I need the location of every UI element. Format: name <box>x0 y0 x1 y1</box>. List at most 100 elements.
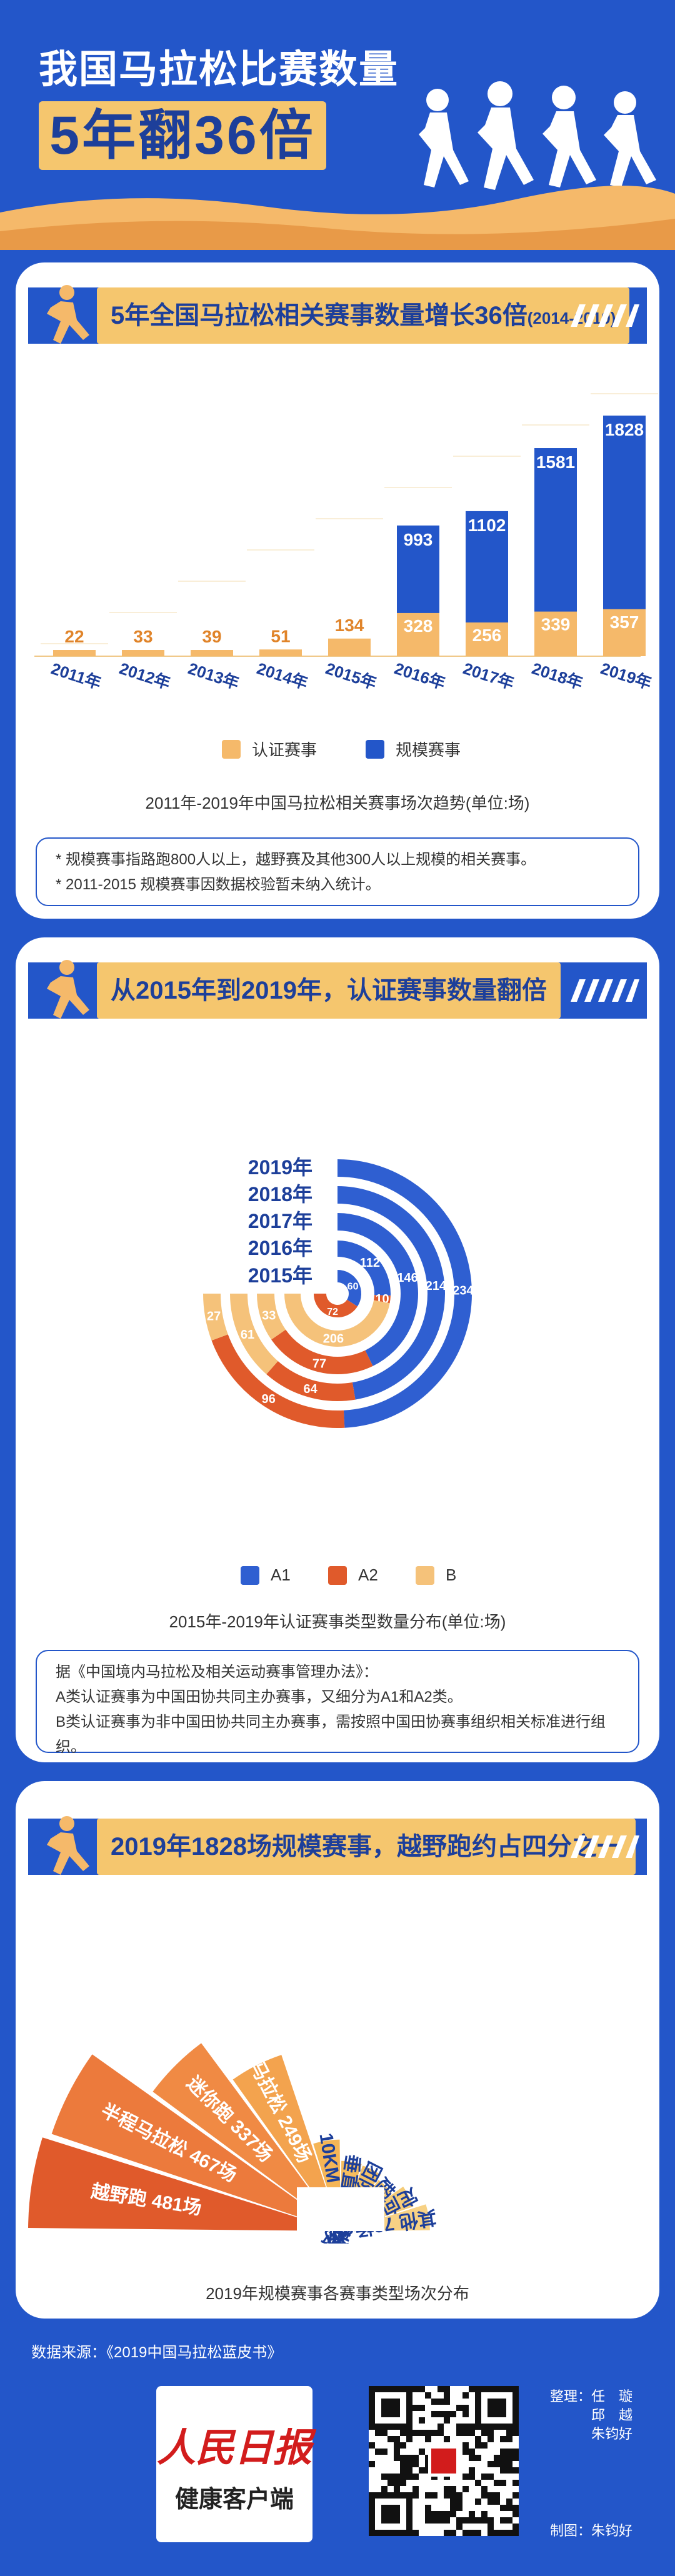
runner-icon <box>47 285 89 344</box>
fan-slice <box>382 2204 430 2231</box>
bar-label-scale: 1581 <box>536 452 575 472</box>
bar-label-certified: 357 <box>610 612 639 632</box>
fan-center-mask <box>297 2187 384 2231</box>
ring-segment-B <box>230 1293 278 1374</box>
section-banner-3: 2019年1828场规模赛事，越野跑约占四分之一 <box>28 1816 647 1875</box>
runner-icon <box>47 1816 89 1875</box>
ring-segment-B <box>203 1293 228 1341</box>
brand-logo: 人民日报 健康客户端 <box>156 2386 312 2542</box>
x-tick-label: 2011年 <box>49 659 104 692</box>
section-banner-2: 从2015年到2019年，认证赛事数量翻倍 <box>28 960 647 1019</box>
ring-value-label: 61 <box>241 1328 254 1342</box>
bar-certified <box>259 649 302 656</box>
ring-segment-B <box>284 1293 390 1347</box>
fan-slice <box>152 2043 315 2205</box>
fan-chart-caption: 2019年规模赛事各赛事类型场次分布 <box>206 2284 469 2303</box>
legend-swatch-scale <box>366 739 384 759</box>
ring-year-label: 2018年 <box>248 1183 312 1206</box>
legend-swatch-a2 <box>328 1565 347 1585</box>
x-tick-label: 2018年 <box>529 659 585 692</box>
note-2-line-3: B类认证赛事为非中国田协共同主办赛事，需按照中国田协赛事组织相关标准进行组织。 <box>56 1714 606 1755</box>
fan-slice <box>341 2160 362 2190</box>
bar-label-certified: 134 <box>335 616 364 635</box>
qr-code-icon[interactable] <box>369 2386 519 2536</box>
section-banner-1: 5年全国马拉松相关赛事数量增长36倍(2014-2019) <box>28 285 647 344</box>
bar-label-certified: 328 <box>404 616 433 636</box>
x-tick-label: 2019年 <box>598 659 654 692</box>
ring-value-label: 77 <box>312 1357 326 1370</box>
runner-icon <box>47 960 89 1019</box>
brand-logo-sub: 健康客户端 <box>174 2485 294 2513</box>
legend-label-a2: A2 <box>358 1565 378 1584</box>
bar-label-certified: 51 <box>271 626 290 646</box>
ring-value-label: 234 <box>452 1284 474 1298</box>
bar-certified <box>122 650 164 656</box>
ring-chart: 60722015年112102062016年14677332017年214646… <box>203 1156 474 1428</box>
bar-certified <box>397 612 439 656</box>
bar-certified <box>328 638 371 656</box>
stripes-icon <box>571 1835 639 1858</box>
legend-label-a1: A1 <box>271 1565 291 1584</box>
fan-slice <box>232 2055 327 2195</box>
ring-year-label: 2016年 <box>248 1237 312 1259</box>
header: 我国马拉松比赛数量 5年翻36倍 <box>0 0 675 250</box>
ring-value-label: 96 <box>262 1392 276 1406</box>
section-title-1: 5年全国马拉松相关赛事数量增长36倍(2014-2019) <box>97 287 630 344</box>
ring-value-label: 146 <box>397 1271 418 1285</box>
brand-logo-main: 人民日报 <box>156 2425 312 2470</box>
header-wave <box>0 186 675 250</box>
note-1-line-2: * 2011-2015 规模赛事因数据校验暂未纳入统计。 <box>56 876 381 893</box>
x-tick-label: 2015年 <box>323 659 379 692</box>
page-subtitle: 5年翻36倍 <box>39 101 326 170</box>
bar-label-certified: 256 <box>472 626 502 645</box>
bar-chart-caption: 2011年-2019年中国马拉松相关赛事场次趋势(单位:场) <box>145 794 530 812</box>
legend-label-certified: 认证赛事 <box>252 741 318 759</box>
fan-slice <box>51 2054 305 2217</box>
bar-label-certified: 33 <box>133 627 152 646</box>
card-bar-chart: 5年全国马拉松相关赛事数量增长36倍(2014-2019) 22 2011年 33 2… <box>16 262 659 919</box>
credits-editor: 邱 越 <box>591 2407 633 2423</box>
stripes-icon <box>571 979 639 1002</box>
ring-segment-A1 <box>337 1241 391 1296</box>
x-tick-label: 2017年 <box>461 659 516 692</box>
section-title-1-text: 5年全国马拉松相关赛事数量增长36倍 <box>111 302 528 329</box>
legend-swatch-b <box>416 1565 434 1585</box>
credits-editor: 任 璇 <box>591 2389 633 2404</box>
bar-certified <box>466 622 508 656</box>
ring-value-label: 112 <box>360 1256 380 1270</box>
bar-label-scale: 993 <box>404 530 433 549</box>
ring-segment-A2 <box>211 1334 345 1428</box>
ring-value-label: 33 <box>262 1309 276 1322</box>
bar-label-scale: 1828 <box>605 420 644 439</box>
credits-editor: 朱钧好 <box>591 2426 633 2442</box>
ring-segment-A2 <box>271 1329 373 1374</box>
stripes-icon <box>571 304 639 327</box>
ring-segment-A1 <box>337 1270 361 1307</box>
fan-slice <box>313 2139 341 2190</box>
bar-certified <box>534 611 577 656</box>
ring-value-label: 27 <box>207 1310 221 1324</box>
ring-value-label: 60 <box>348 1282 359 1292</box>
legend-swatch-certified <box>222 739 241 759</box>
ring-segment-A1 <box>337 1213 418 1366</box>
card-ring-chart: 从2015年到2019年，认证赛事数量翻倍 60 72 2015年 112 10 206 2… <box>16 937 659 1762</box>
legend-label-b: B <box>446 1565 457 1584</box>
ring-segment-B <box>257 1293 286 1340</box>
legend-b: B <box>416 1565 456 1585</box>
card-fan-chart: 2019年1828场规模赛事，越野跑约占四分之一 越野跑 481场 半程马拉松 4… <box>16 1781 659 2319</box>
bar-certified <box>191 650 233 656</box>
ring-year-label: 2015年 <box>248 1264 312 1287</box>
fan-slice <box>28 2137 299 2231</box>
bar-certified <box>53 650 96 656</box>
ring-value-label: 72 <box>327 1307 338 1317</box>
legend-a1: A1 <box>241 1565 291 1585</box>
ring-value-label: 214 <box>426 1279 447 1293</box>
x-tick-label: 2013年 <box>186 659 241 692</box>
ring-year-label: 2017年 <box>248 1210 312 1232</box>
bar-label-certified: 39 <box>202 627 221 646</box>
ring-value-label: 64 <box>304 1382 318 1396</box>
section-title-3: 2019年1828场规模赛事，越野跑约占四分之一 <box>97 1819 636 1875</box>
x-tick-label: 2012年 <box>117 659 172 692</box>
credits-maker: 制图：朱钧好 <box>550 2523 633 2539</box>
